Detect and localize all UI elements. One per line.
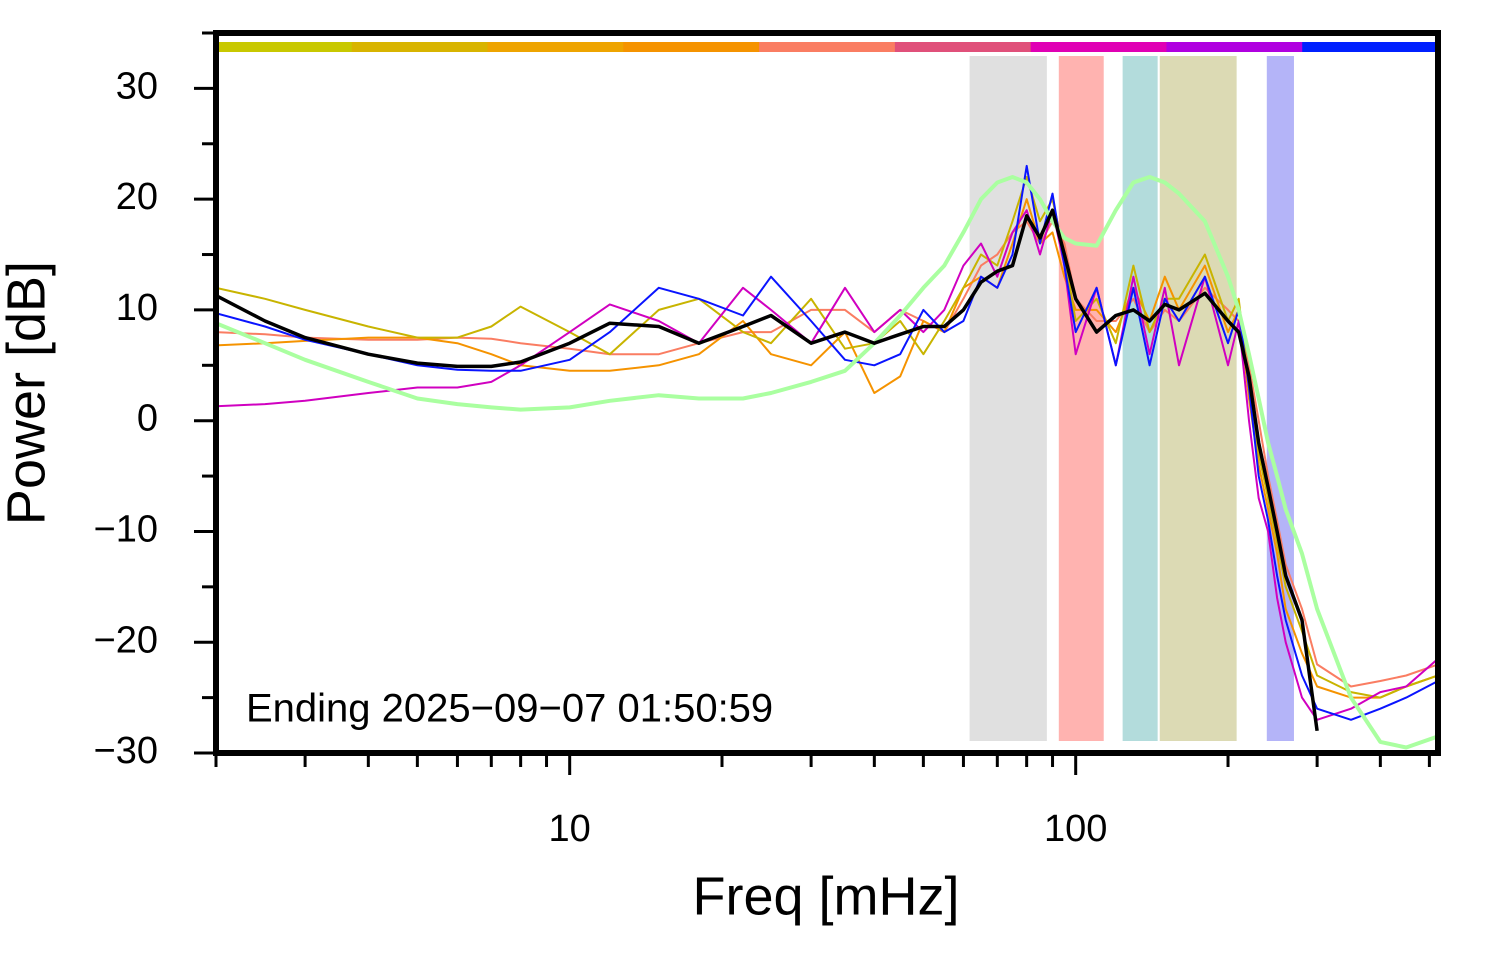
color-bar-segment bbox=[487, 42, 624, 52]
y-axis-title: Power [dB] bbox=[0, 261, 56, 525]
series-line bbox=[216, 208, 1319, 732]
band bbox=[1159, 56, 1237, 741]
color-bar-segment bbox=[1166, 42, 1303, 52]
series-line bbox=[216, 164, 1438, 721]
y-tick-label: 20 bbox=[116, 176, 158, 218]
annotation: Ending 2025−09−07 01:50:59 bbox=[246, 687, 773, 731]
series-line bbox=[216, 175, 1438, 750]
color-bar-segment bbox=[759, 42, 896, 52]
series-line bbox=[216, 209, 1438, 721]
color-bar-segment bbox=[351, 42, 489, 52]
x-tick-label: 100 bbox=[1044, 808, 1107, 850]
y-tick-label: 0 bbox=[137, 398, 158, 440]
y-tick-label: 30 bbox=[116, 65, 158, 107]
band bbox=[969, 56, 1047, 741]
color-bar-segment bbox=[216, 42, 353, 52]
color-bar-segment bbox=[1030, 42, 1167, 52]
color-bar-segment bbox=[623, 42, 760, 52]
y-tick-label: −20 bbox=[94, 619, 158, 661]
series-line bbox=[216, 198, 1438, 699]
x-axis-title: Freq [mHz] bbox=[692, 866, 959, 926]
series-line bbox=[216, 220, 1438, 688]
y-tick-label: 10 bbox=[116, 287, 158, 329]
band bbox=[1266, 56, 1294, 741]
band bbox=[1122, 56, 1158, 741]
color-bar-segment bbox=[1302, 42, 1438, 52]
y-tick-label: −30 bbox=[94, 730, 158, 772]
plot-frame bbox=[213, 30, 1441, 756]
plot-area bbox=[216, 42, 1438, 750]
color-bar-segment bbox=[894, 42, 1032, 52]
x-tick-label: 10 bbox=[549, 808, 591, 850]
band bbox=[1058, 56, 1104, 741]
y-tick-label: −10 bbox=[94, 508, 158, 550]
